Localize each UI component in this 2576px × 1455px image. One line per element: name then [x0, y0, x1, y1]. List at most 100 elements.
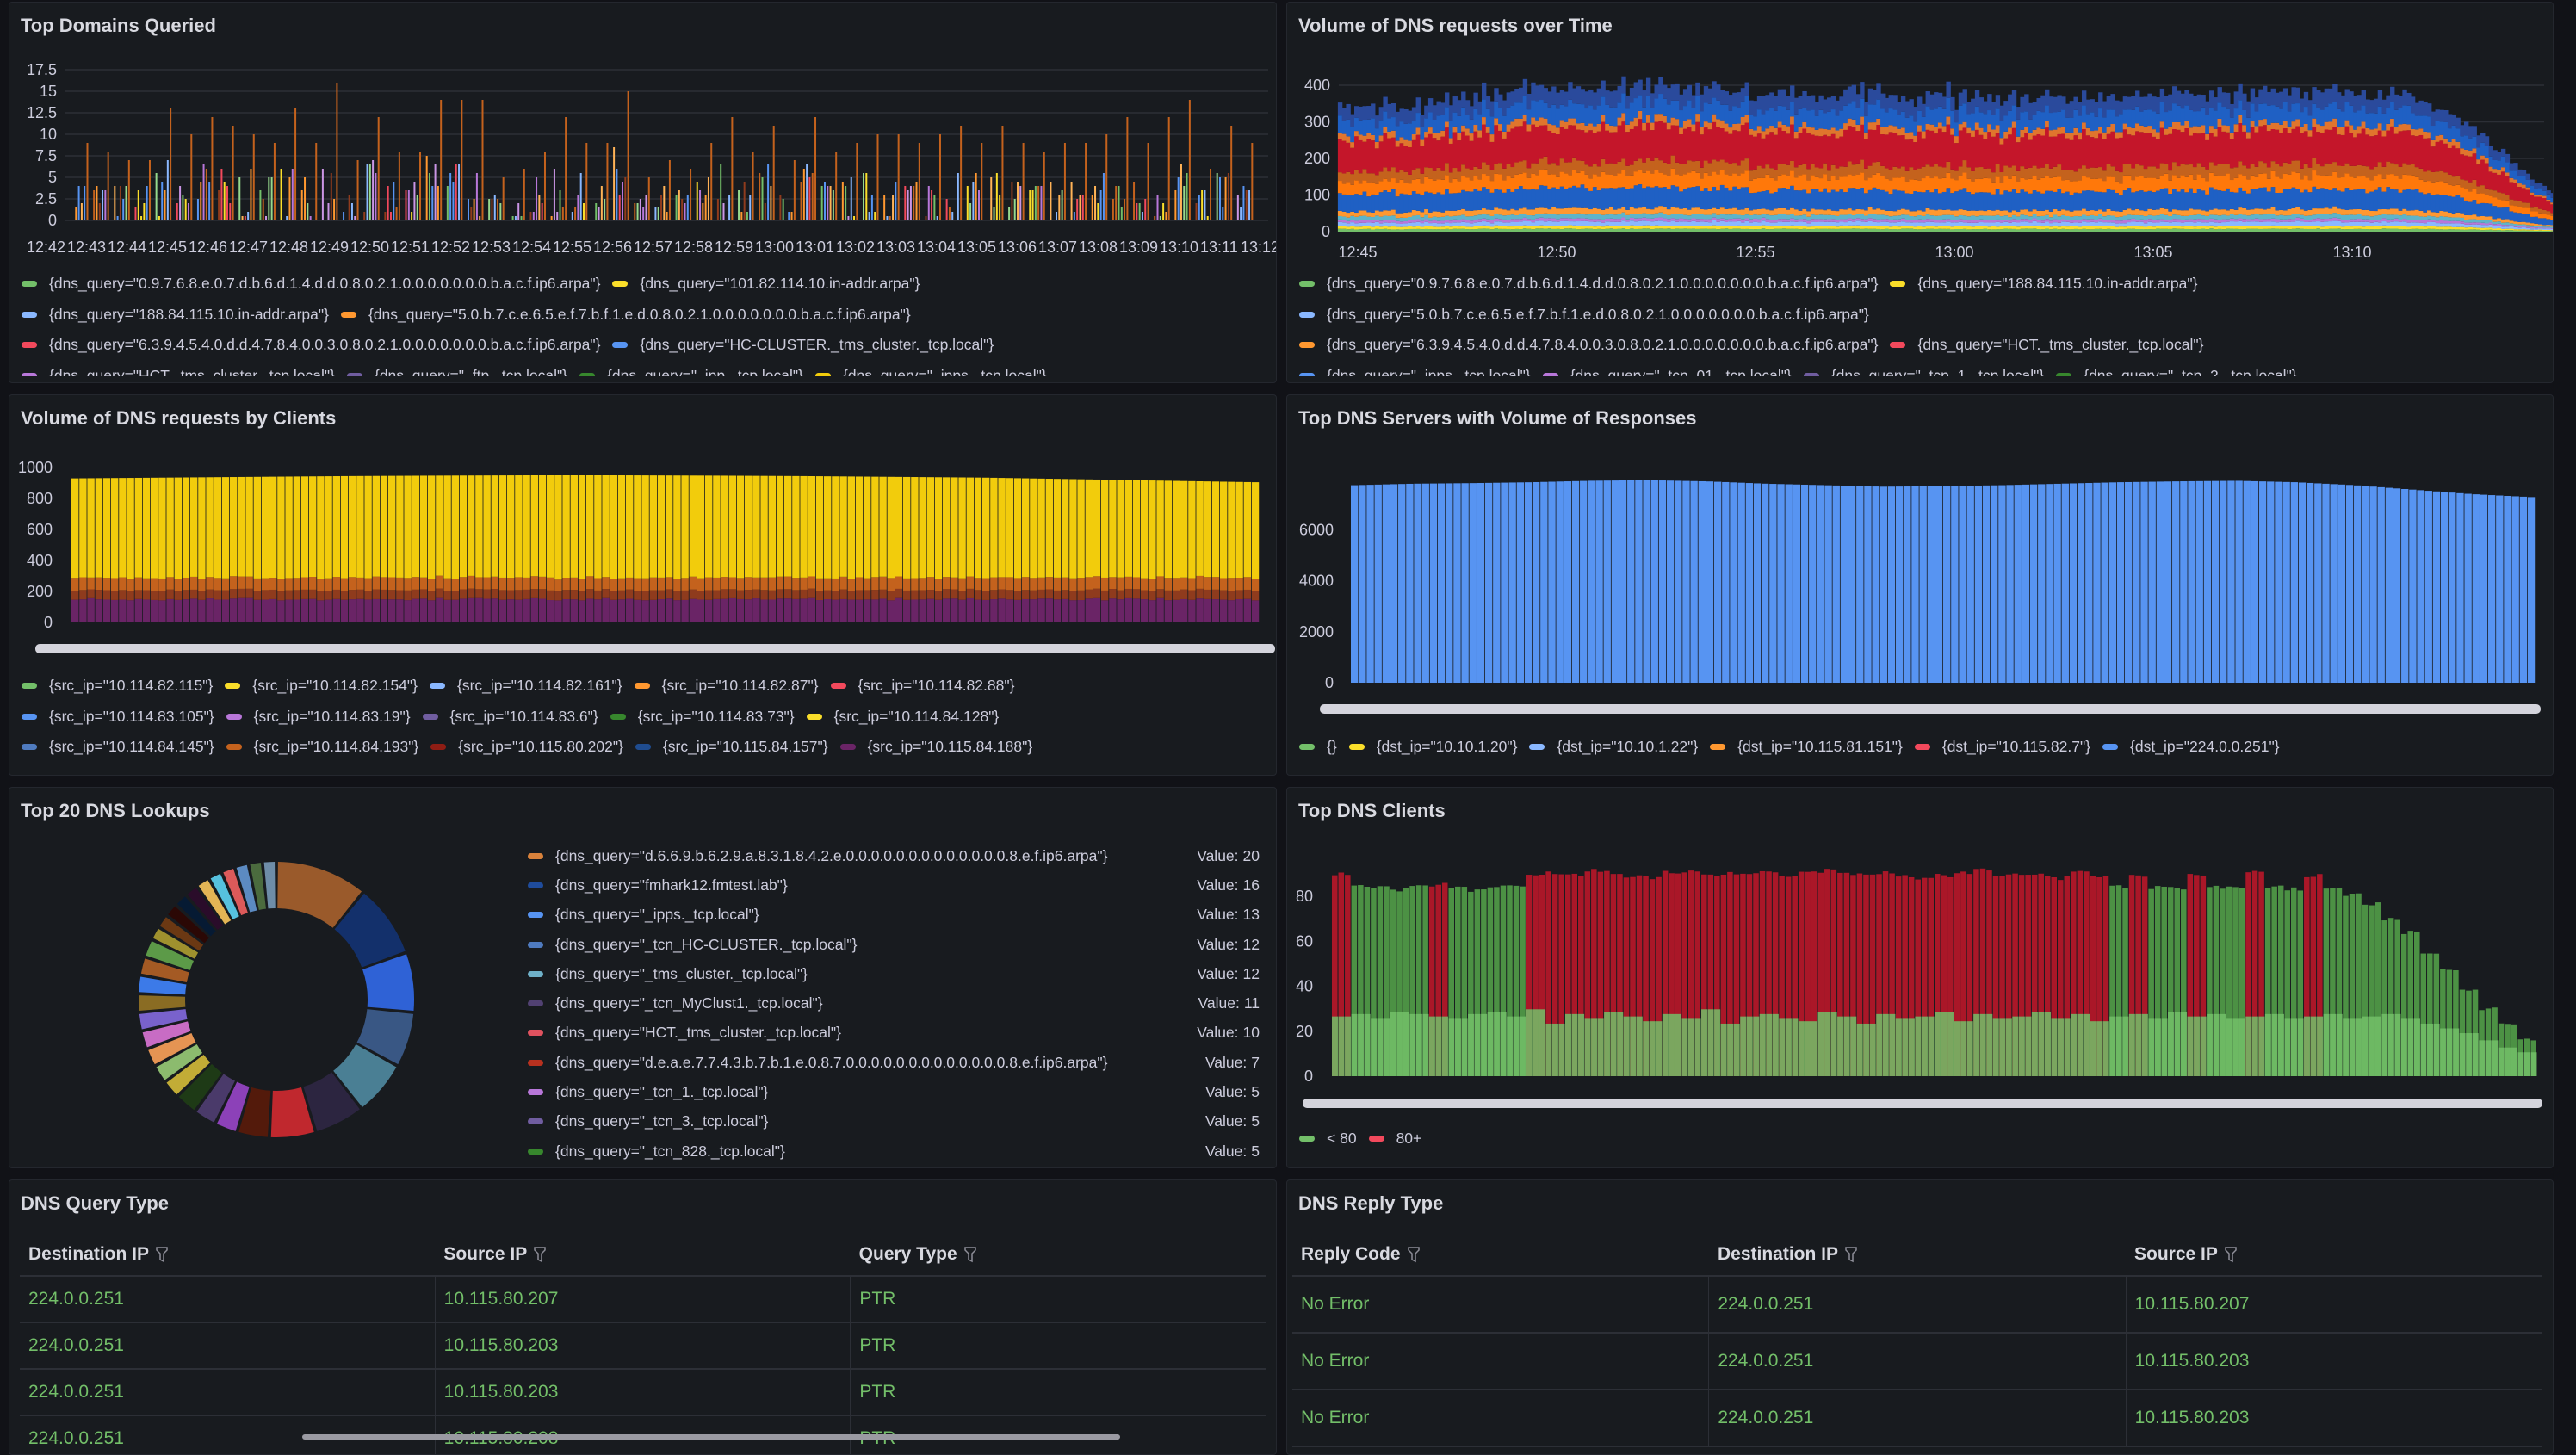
- legend-item[interactable]: {dns_query="0.9.7.6.8.e.0.7.d.b.6.d.1.4.…: [1299, 275, 1878, 293]
- area-slice: [2033, 166, 2037, 176]
- legend-item[interactable]: {dns_query="6.3.9.4.5.4.0.d.d.4.7.8.4.0.…: [22, 336, 600, 354]
- area-slice: [1880, 229, 1885, 232]
- bar: [604, 199, 605, 220]
- area-slice: [2283, 121, 2288, 128]
- bar-segment: [745, 599, 752, 622]
- area-slice: [1905, 101, 1910, 117]
- legend-item[interactable]: {src_ip="10.114.82.87"}: [635, 677, 819, 695]
- legend-item[interactable]: {dns_query="HCT._tms_cluster._tcp.local"…: [1890, 336, 2203, 354]
- area-slice: [1375, 115, 1379, 128]
- bar-segment: [222, 591, 229, 600]
- legend-item[interactable]: {dns_query="188.84.115.10.in-addr.arpa"}: [22, 306, 329, 324]
- area-slice: [2291, 129, 2295, 161]
- area-slice: [2509, 170, 2513, 177]
- area-slice: [2345, 102, 2350, 121]
- area-slice: [1679, 219, 1683, 222]
- area-slice: [1720, 214, 1725, 218]
- area-slice: [1831, 215, 1836, 219]
- area-slice: [1794, 132, 1799, 139]
- area-slice: [1929, 167, 1934, 178]
- area-slice: [2209, 226, 2214, 228]
- legend-item[interactable]: {dns_query="6.3.9.4.5.4.0.d.d.4.7.8.4.0.…: [1299, 336, 1878, 354]
- area-slice: [1913, 121, 1917, 135]
- area-slice: [2345, 215, 2350, 220]
- area-slice: [2300, 209, 2304, 214]
- bar-segment: [571, 590, 578, 599]
- area-slice: [2147, 215, 2152, 219]
- legend-item[interactable]: {src_ip="10.114.82.154"}: [225, 677, 418, 695]
- bar: [1183, 186, 1185, 220]
- area-slice: [1811, 96, 1815, 110]
- area-slice: [1403, 218, 1408, 221]
- bar-segment: [468, 475, 474, 576]
- area-slice: [2513, 206, 2517, 213]
- area-slice: [1749, 215, 1753, 220]
- area-slice: [2345, 89, 2350, 102]
- area-slice: [2255, 167, 2259, 177]
- x-tick-label: 13:12: [1241, 238, 1277, 256]
- area-slice: [1564, 163, 1568, 174]
- bar-segment: [183, 599, 189, 622]
- legend-item[interactable]: {dns_query="0.9.7.6.8.e.0.7.d.b.6.d.1.4.…: [22, 275, 600, 293]
- area-slice: [1642, 163, 1646, 173]
- bar-segment: [420, 475, 427, 577]
- legend-item[interactable]: {dns_query="_ipps._tcp.local"}: [1299, 367, 1531, 376]
- legend-item[interactable]: {dns_query="188.84.115.10.in-addr.arpa"}: [1890, 275, 2197, 293]
- area-slice: [2411, 226, 2415, 229]
- area-slice: [1737, 165, 1741, 176]
- area-slice: [2102, 170, 2107, 181]
- area-slice: [2415, 226, 2419, 229]
- bar-segment: [760, 600, 767, 622]
- legend-item[interactable]: {dns_query="_tcp_01._tcp.local"}: [1543, 367, 1792, 376]
- area-slice: [1375, 226, 1379, 229]
- area-slice: [1597, 176, 1601, 190]
- area-slice: [1457, 222, 1461, 226]
- area-slice: [1350, 115, 1354, 127]
- chart-scrollbar[interactable]: [35, 644, 1275, 653]
- legend-item[interactable]: {dns_query="_tcp_1._tcp.local"}: [1804, 367, 2044, 376]
- legend-item[interactable]: {dns_query="5.0.b.7.c.e.6.5.e.f.7.b.f.1.…: [341, 306, 911, 324]
- area-slice: [2308, 115, 2313, 130]
- legend-item[interactable]: {src_ip="10.114.82.115"}: [22, 677, 213, 695]
- area-slice: [1551, 219, 1556, 222]
- legend-item[interactable]: {dns_query="_ftp._tcp.local"}: [347, 367, 567, 376]
- area-slice: [2102, 212, 2107, 217]
- legend-item[interactable]: {dns_query="_ipp._tcp.local"}: [579, 367, 803, 376]
- area-slice: [1354, 136, 1359, 170]
- area-slice: [1963, 229, 1967, 232]
- legend-swatch: [1299, 373, 1315, 376]
- area-slice: [2546, 225, 2550, 226]
- legend-item[interactable]: {dns_query="HC-CLUSTER._tms_cluster._tcp…: [612, 336, 994, 354]
- area-slice: [1799, 229, 1803, 232]
- area-slice: [2036, 134, 2040, 169]
- area-slice: [2102, 220, 2107, 222]
- legend-item[interactable]: {dns_query="_tcp_2._tcp.local"}: [2056, 367, 2296, 376]
- bar-segment: [388, 599, 395, 622]
- bar-segment: [571, 475, 578, 578]
- area-slice: [2110, 132, 2115, 166]
- bar: [533, 212, 535, 220]
- area-slice: [2406, 227, 2411, 230]
- bar: [898, 134, 900, 220]
- legend-item[interactable]: {dns_query="_ipps._tcp.local"}: [815, 367, 1047, 376]
- bar: [538, 195, 540, 220]
- area-slice: [2295, 88, 2300, 103]
- area-slice: [1889, 229, 1893, 232]
- area-slice: [1412, 210, 1416, 216]
- bar-segment: [975, 578, 981, 590]
- area-slice: [1420, 227, 1424, 230]
- legend-item[interactable]: {dns_query="HCT._tms_cluster._tcp.local"…: [22, 367, 335, 376]
- area-slice: [2357, 133, 2362, 165]
- legend-item[interactable]: {src_ip="10.114.82.161"}: [430, 677, 622, 695]
- legend-item[interactable]: {dns_query="5.0.b.7.c.e.6.5.e.f.7.b.f.1.…: [1299, 306, 1869, 324]
- area-slice: [2012, 189, 2016, 210]
- area-slice: [1346, 143, 1350, 172]
- area-slice: [2102, 192, 2107, 211]
- legend-item[interactable]: {dns_query="101.82.114.10.in-addr.arpa"}: [612, 275, 920, 293]
- bar: [336, 83, 337, 220]
- area-slice: [2501, 207, 2505, 219]
- area-slice: [2550, 198, 2554, 202]
- area-slice: [2418, 128, 2423, 135]
- area-slice: [1811, 219, 1815, 221]
